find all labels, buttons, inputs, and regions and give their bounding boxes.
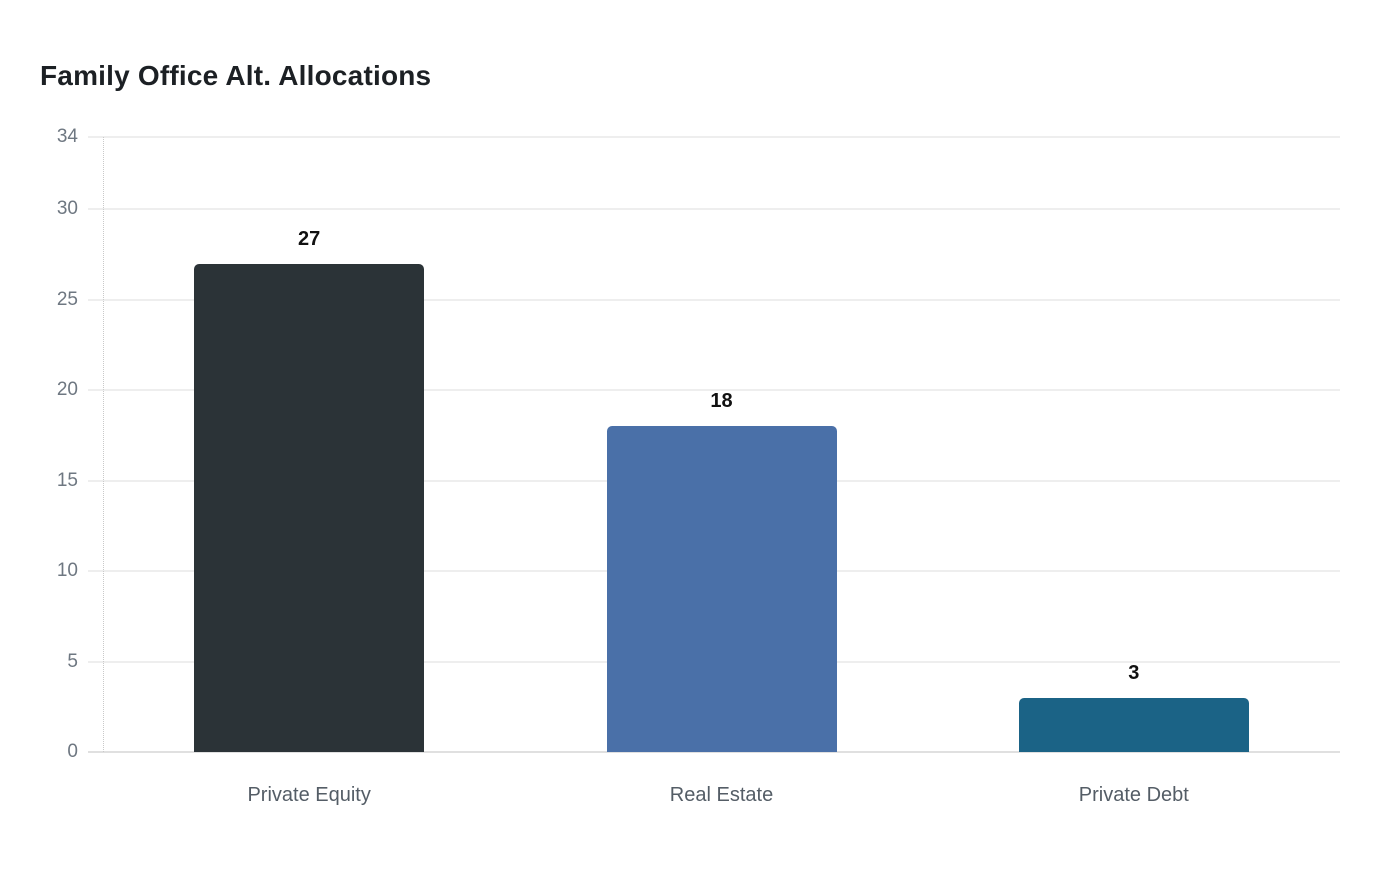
bar-private-equity [194, 263, 425, 752]
x-category-label: Real Estate [669, 784, 774, 806]
y-tick-label: 25 [56, 288, 78, 310]
gridline [88, 136, 1340, 138]
bar-private-debt [1018, 697, 1249, 752]
y-axis-line [103, 137, 104, 752]
y-tick-label: 20 [56, 379, 78, 401]
x-category-label: Private Equity [247, 784, 371, 806]
bar-value-label: 3 [1128, 661, 1140, 684]
chart-title: Family Office Alt. Allocations [40, 60, 432, 91]
y-tick-label: 0 [67, 741, 78, 762]
bar-value-label: 18 [710, 390, 733, 413]
gridline [88, 298, 1340, 301]
y-tick-label: 5 [67, 650, 78, 672]
y-tick-label: 10 [56, 560, 78, 582]
gridline [88, 389, 1340, 392]
y-tick-label: 15 [56, 469, 78, 491]
zero-gridline [88, 751, 1340, 753]
x-category-label: Private Debt [1078, 784, 1189, 806]
gridline [88, 208, 1340, 211]
y-tick-label: 34 [56, 126, 78, 147]
bar-real-estate [606, 426, 837, 752]
bar-value-label: 27 [298, 227, 321, 250]
y-tick-label: 30 [56, 198, 78, 220]
